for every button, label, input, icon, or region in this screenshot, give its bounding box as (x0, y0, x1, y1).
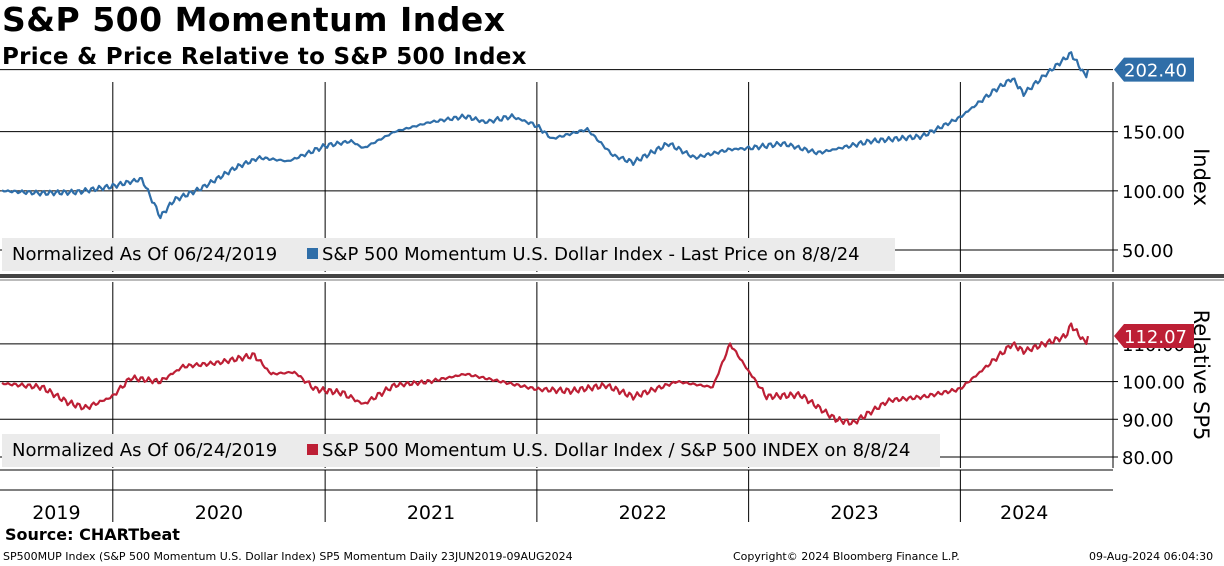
chart-subtitle: Price & Price Relative to S&P 500 Index (2, 44, 527, 70)
footer-copyright: Copyright© 2024 Bloomberg Finance L.P. (733, 550, 960, 563)
y-tick-label: 50.00 (1122, 241, 1174, 262)
footer-timestamp: 09-Aug-2024 06:04:30 (1089, 550, 1214, 563)
chart-title: S&P 500 Momentum Index (2, 0, 506, 39)
legend-normalized-label: Normalized As Of 06/24/2019 (12, 244, 277, 265)
legend-swatch (307, 444, 318, 455)
price-series-line (1, 51, 1090, 220)
x-tick-label-2021: 2021 (407, 502, 455, 524)
panel-separator (0, 274, 1224, 278)
y-tick-label: 90.00 (1122, 410, 1174, 431)
last-value-label: 112.07 (1124, 327, 1187, 348)
legend-series-name: S&P 500 Momentum U.S. Dollar Index - Las… (322, 244, 860, 265)
y-tick-label: 100.00 (1122, 373, 1185, 394)
relative-series-line (1, 322, 1090, 426)
x-tick-label-2019: 2019 (32, 502, 80, 524)
legend-box (2, 434, 940, 467)
last-value-label: 202.40 (1124, 61, 1187, 82)
x-tick-label-2022: 2022 (619, 502, 667, 524)
legend-series-name: S&P 500 Momentum U.S. Dollar Index / S&P… (322, 440, 911, 461)
last-value-tag (1114, 324, 1194, 349)
y-tick-label: 100.00 (1122, 182, 1185, 203)
x-tick-label-2020: 2020 (195, 502, 243, 524)
footer-left: SP500MUP Index (S&P 500 Momentum U.S. Do… (3, 550, 573, 563)
last-value-tag (1114, 57, 1194, 82)
source-note: Source: CHARTbeat (5, 525, 180, 544)
y-tick-label: 150.00 (1122, 123, 1185, 144)
y-axis-title: Index (1189, 148, 1213, 206)
x-tick-label-2024: 2024 (1000, 502, 1048, 524)
legend-swatch (307, 248, 318, 259)
legend-box (2, 238, 895, 271)
legend-normalized-label: Normalized As Of 06/24/2019 (12, 440, 277, 461)
panel-separator-shadow (0, 279, 1224, 281)
y-tick-label: 80.00 (1122, 448, 1174, 469)
x-tick-label-2023: 2023 (830, 502, 878, 524)
